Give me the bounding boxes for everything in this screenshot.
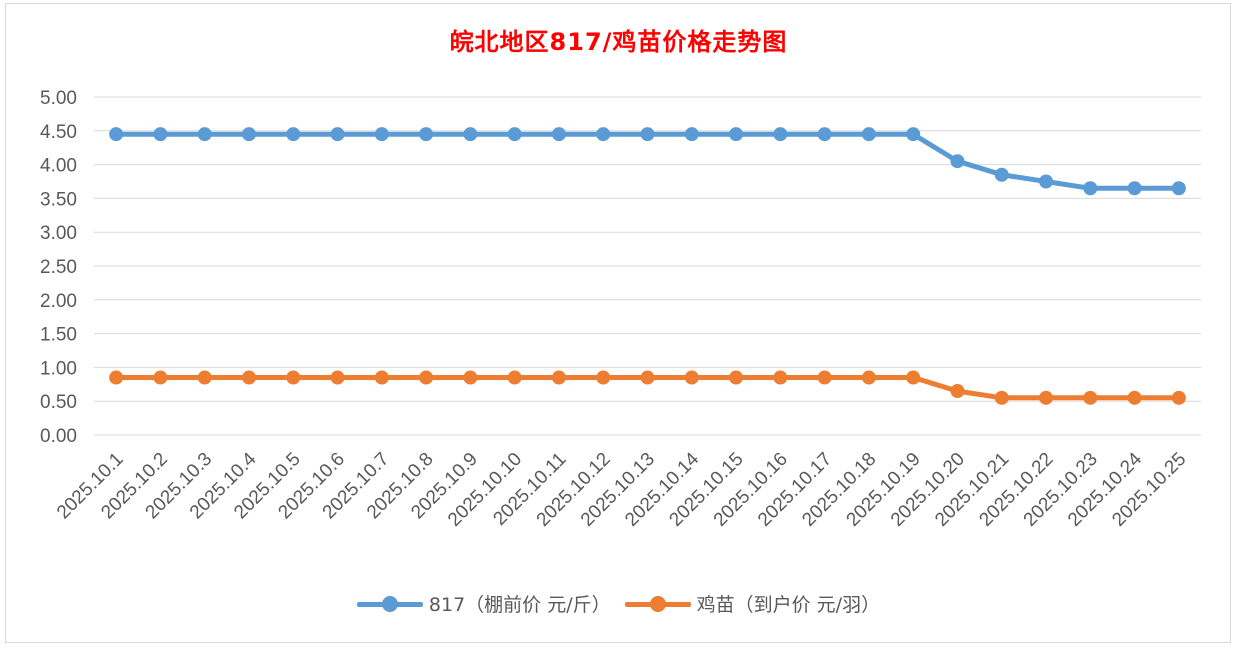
data-point <box>507 127 522 142</box>
data-point <box>994 390 1009 405</box>
data-point <box>241 127 256 142</box>
data-point <box>374 127 389 142</box>
data-point <box>773 127 788 142</box>
data-point <box>1127 390 1142 405</box>
data-point <box>773 370 788 385</box>
data-point <box>1039 174 1054 189</box>
data-point <box>1083 390 1098 405</box>
data-point <box>463 127 478 142</box>
gridlines <box>94 96 1201 436</box>
data-point <box>1171 390 1186 405</box>
data-point <box>286 127 301 142</box>
y-tick-label: 3.50 <box>40 189 77 210</box>
data-point <box>109 127 124 142</box>
data-point <box>950 384 965 399</box>
data-point <box>330 370 345 385</box>
data-point <box>374 370 389 385</box>
legend-item-chick: 鸡苗（到户价 元/羽） <box>624 590 881 617</box>
data-point <box>1127 181 1142 196</box>
y-tick-label: 0.50 <box>40 392 77 413</box>
data-point <box>551 127 566 142</box>
data-point <box>153 127 168 142</box>
data-point <box>1171 181 1186 196</box>
data-point <box>463 370 478 385</box>
y-tick-label: 5.00 <box>40 88 77 109</box>
y-tick-label: 2.50 <box>40 257 77 278</box>
y-tick-label: 0.00 <box>40 426 77 447</box>
series-points <box>109 127 1186 405</box>
y-tick-label: 4.50 <box>40 122 77 143</box>
data-point <box>1039 390 1054 405</box>
data-point <box>419 370 434 385</box>
data-point <box>1083 181 1098 196</box>
legend: 817（棚前价 元/斤） 鸡苗（到户价 元/羽） <box>0 590 1237 617</box>
data-point <box>640 127 655 142</box>
data-point <box>640 370 655 385</box>
chart-frame <box>5 3 1231 643</box>
y-tick-label: 1.50 <box>40 325 77 346</box>
y-tick-label: 4.00 <box>40 156 77 177</box>
data-point <box>861 127 876 142</box>
data-point <box>861 370 876 385</box>
data-point <box>817 127 832 142</box>
data-point <box>153 370 168 385</box>
data-point <box>729 370 744 385</box>
data-point <box>906 370 921 385</box>
data-point <box>241 370 256 385</box>
data-point <box>286 370 301 385</box>
x-axis-ticks: 2025.10.12025.10.22025.10.32025.10.42025… <box>53 448 1190 530</box>
data-point <box>596 370 611 385</box>
data-point <box>684 370 699 385</box>
data-point <box>950 154 965 169</box>
data-point <box>197 127 212 142</box>
data-point <box>551 370 566 385</box>
legend-swatch-chick <box>624 594 691 614</box>
data-point <box>507 370 522 385</box>
data-point <box>596 127 611 142</box>
series-line-0 <box>113 131 1182 191</box>
data-point <box>994 167 1009 182</box>
data-point <box>906 127 921 142</box>
y-tick-label: 3.00 <box>40 223 77 244</box>
data-point <box>197 370 212 385</box>
legend-swatch-817 <box>356 594 423 614</box>
chart-title: 皖北地区817/鸡苗价格走势图 <box>449 28 788 56</box>
data-point <box>109 370 124 385</box>
legend-label-817: 817（棚前价 元/斤） <box>428 594 611 616</box>
legend-label-chick: 鸡苗（到户价 元/羽） <box>696 594 881 616</box>
data-point <box>817 370 832 385</box>
y-tick-label: 2.00 <box>40 291 77 312</box>
legend-item-817: 817（棚前价 元/斤） <box>356 590 611 617</box>
data-point <box>419 127 434 142</box>
y-axis-ticks: 0.00 0.50 1.00 1.50 2.00 2.50 3.00 3.50 4.00 4.50… <box>40 88 77 447</box>
data-point <box>729 127 744 142</box>
data-point <box>684 127 699 142</box>
y-tick-label: 1.00 <box>40 358 77 379</box>
data-point <box>330 127 345 142</box>
